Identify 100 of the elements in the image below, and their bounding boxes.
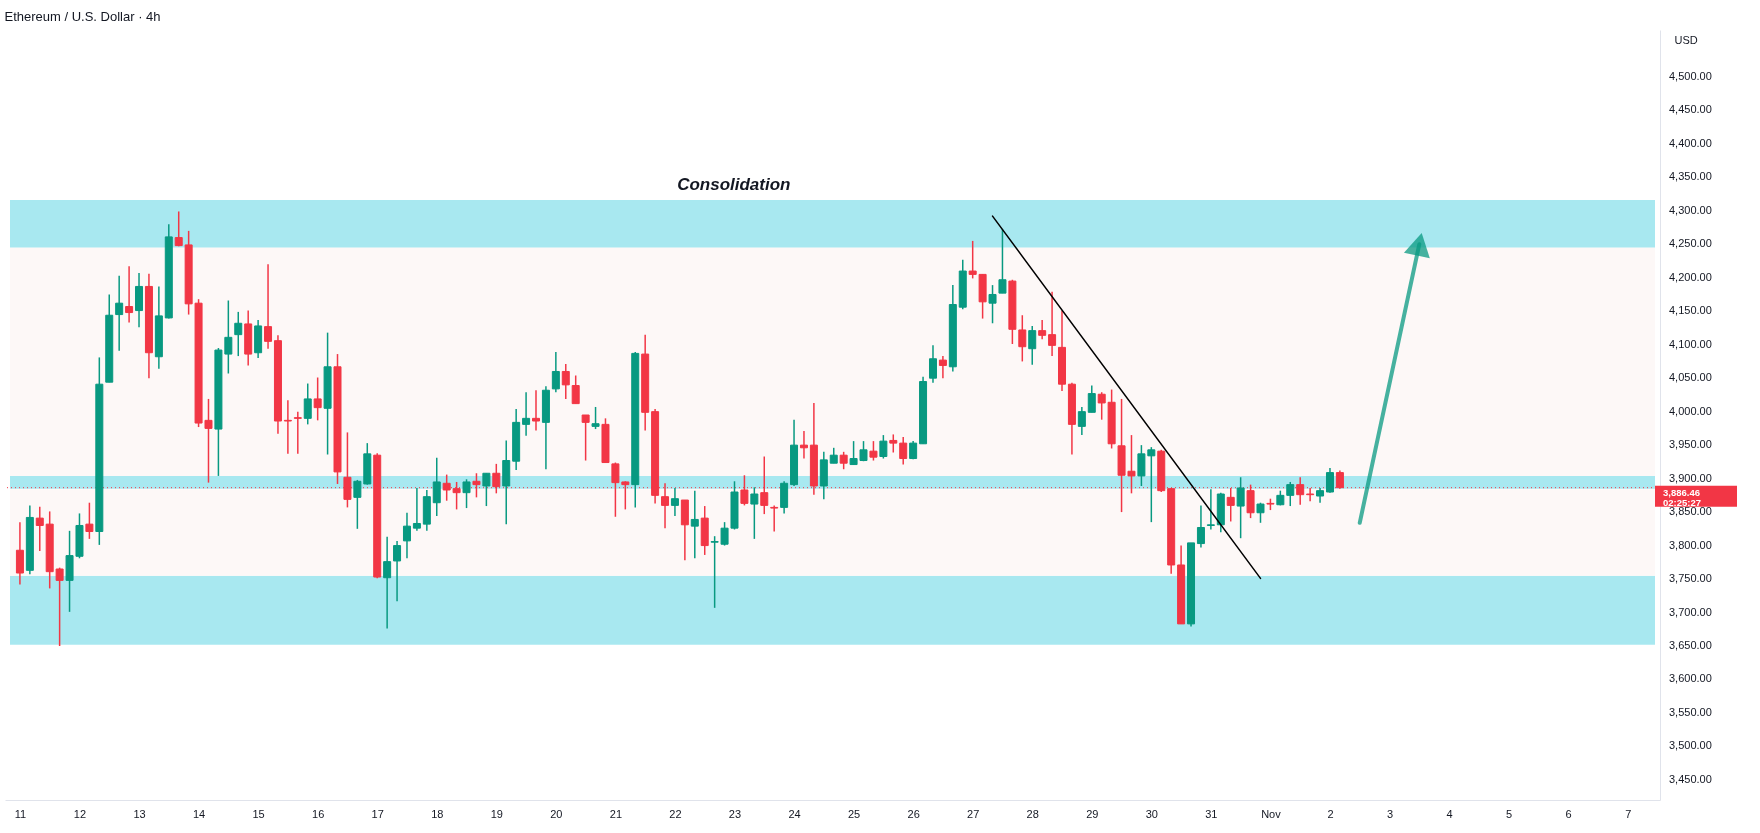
candlestick <box>522 391 531 437</box>
x-tick-label: 16 <box>312 807 325 820</box>
text: 02:25:27 <box>1663 496 1702 508</box>
y-tick-label: 4,150.00 <box>1669 304 1712 317</box>
x-tick-label: 26 <box>907 807 920 820</box>
candlestick <box>869 440 878 462</box>
candlestick <box>1206 488 1215 531</box>
y-tick-label: 3,650.00 <box>1669 639 1712 651</box>
candlestick <box>402 512 411 560</box>
x-tick-label: 7 <box>1625 807 1632 820</box>
x-tick-label: 21 <box>609 807 623 820</box>
candlestick <box>998 228 1007 294</box>
x-tick-label: 20 <box>550 807 563 820</box>
x-tick-label: 14 <box>192 807 206 820</box>
candlestick <box>551 351 560 393</box>
candlestick <box>85 501 94 540</box>
candlestick <box>15 521 24 586</box>
candlestick <box>343 431 352 509</box>
candlestick <box>1087 384 1096 414</box>
y-tick-label: 3,450.00 <box>1669 772 1712 785</box>
candlestick <box>899 436 908 466</box>
x-tick-label: 24 <box>788 807 801 820</box>
x-tick-label: 30 <box>1145 807 1158 820</box>
y-tick-label: 4,200.00 <box>1669 270 1712 283</box>
x-tick-label: 17 <box>371 807 384 820</box>
candlestick <box>1286 481 1295 507</box>
y-tick-label: 3,500.00 <box>1669 739 1712 752</box>
candlestick <box>1048 291 1057 357</box>
candlestick <box>293 410 302 455</box>
candlestick <box>879 434 888 460</box>
y-tick-label: 3,900.00 <box>1669 471 1712 484</box>
y-tick-label: 4,450.00 <box>1669 103 1712 116</box>
candlestick <box>889 433 898 454</box>
candlestick <box>1226 487 1235 523</box>
candlestick <box>1236 476 1245 539</box>
y-tick-label: 4,500.00 <box>1669 69 1712 82</box>
y-axis-title: USD <box>1674 33 1698 46</box>
candlestick <box>383 536 392 630</box>
candlestick <box>303 382 312 426</box>
candlestick <box>1306 487 1315 503</box>
y-tick-label: 4,400.00 <box>1669 136 1712 149</box>
y-tick-label: 3,750.00 <box>1669 572 1712 585</box>
candlestick <box>799 430 808 460</box>
x-tick-label: 22 <box>669 807 682 820</box>
candlestick <box>482 472 491 507</box>
x-tick-label: 25 <box>847 807 861 820</box>
candlestick <box>115 274 124 352</box>
band-label: Consolidation <box>677 175 791 195</box>
x-tick-label: 28 <box>1026 807 1039 820</box>
candlestick <box>1038 319 1047 341</box>
x-tick-label: 23 <box>728 807 742 820</box>
y-tick-label: 4,050.00 <box>1669 371 1712 384</box>
candlestick <box>670 487 679 517</box>
y-tick-label: 3,850.00 <box>1669 505 1712 518</box>
y-tick-label: 4,300.00 <box>1669 203 1712 216</box>
y-tick-label: 3,700.00 <box>1669 605 1712 618</box>
candlestick <box>571 374 580 405</box>
candlestick <box>561 363 570 400</box>
candlestick <box>283 399 292 455</box>
y-tick-label: 3,950.00 <box>1669 438 1712 451</box>
candlestick <box>412 487 421 532</box>
x-tick-label: 15 <box>252 807 265 820</box>
candlestick <box>313 376 322 422</box>
x-tick-label: 19 <box>490 807 503 820</box>
x-tick-label: 31 <box>1205 807 1218 820</box>
candlestick <box>1325 467 1334 494</box>
candlestick <box>750 486 759 540</box>
candlestick <box>1196 504 1205 549</box>
candlestick <box>125 265 134 324</box>
y-tick-label: 3,800.00 <box>1669 538 1712 551</box>
candlestick <box>432 457 441 517</box>
x-tick-label: Nov <box>1261 807 1282 820</box>
y-tick-label: 3,550.00 <box>1669 705 1712 718</box>
candlestick <box>393 540 402 602</box>
x-tick-label: 27 <box>967 807 980 820</box>
candlestick <box>988 284 997 325</box>
chart-title: Ethereum / U.S. Dollar · 4h <box>4 9 161 24</box>
candlestick <box>532 389 540 432</box>
x-tick-label: 4 <box>1446 807 1453 820</box>
x-tick-label: 6 <box>1565 807 1572 820</box>
candlestick <box>1028 325 1037 366</box>
x-tick-label: 12 <box>73 807 87 820</box>
candlestick <box>264 263 273 350</box>
y-tick-label: 4,350.00 <box>1669 170 1712 183</box>
x-tick-label: 29 <box>1086 807 1099 820</box>
candlestick <box>938 355 947 379</box>
y-tick-label: 4,000.00 <box>1669 404 1712 417</box>
y-tick-label: 3,600.00 <box>1669 672 1712 685</box>
y-tick-label: 4,100.00 <box>1669 337 1712 350</box>
candlestick <box>690 489 699 560</box>
ref-line-label: 3,886.46 <box>1663 486 1700 498</box>
candlestick <box>581 414 590 462</box>
x-tick-label: 11 <box>14 807 27 820</box>
candlestick <box>35 505 44 552</box>
candlestick <box>234 311 243 357</box>
y-tick-label: 4,250.00 <box>1669 237 1712 250</box>
candlestick <box>770 504 779 533</box>
x-tick-label: 3 <box>1386 807 1394 820</box>
x-tick-label: 2 <box>1327 807 1334 820</box>
x-tick-label: 5 <box>1506 807 1513 820</box>
